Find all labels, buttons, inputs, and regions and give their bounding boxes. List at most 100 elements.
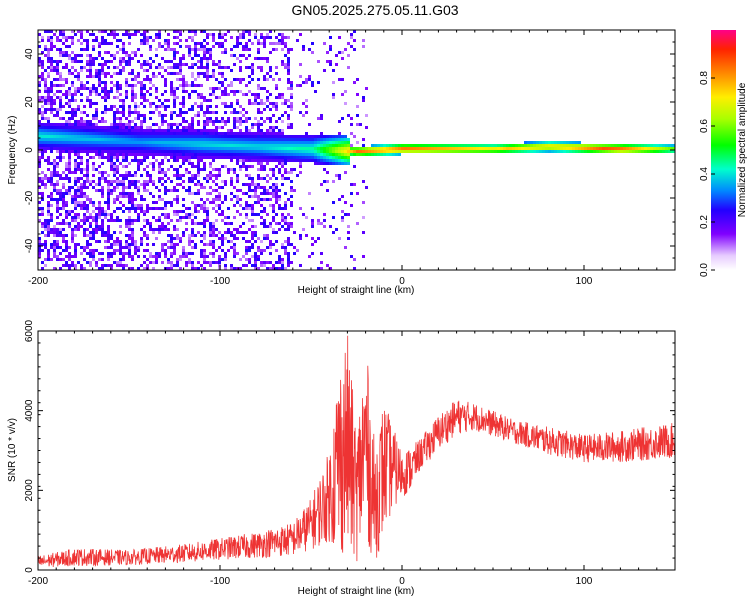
heatmap-cell <box>71 36 74 39</box>
heatmap-cell <box>332 69 335 72</box>
heatmap-cell <box>116 150 119 153</box>
heatmap-cell <box>122 57 125 60</box>
heatmap-cell <box>116 261 119 264</box>
heatmap-cell <box>65 150 68 153</box>
heatmap-cell <box>233 147 236 150</box>
heatmap-cell <box>362 201 365 204</box>
heatmap-cell <box>263 108 266 111</box>
heatmap-cell <box>146 219 149 222</box>
heatmap-cell <box>128 105 131 108</box>
heatmap-cell <box>65 111 68 114</box>
heatmap-cell <box>194 84 197 87</box>
heatmap-cell <box>44 102 47 105</box>
heatmap-cell <box>89 198 92 201</box>
heatmap-cell <box>257 57 260 60</box>
heatmap-cell <box>194 150 197 153</box>
heatmap-cell <box>146 75 149 78</box>
heatmap-cell <box>257 120 260 123</box>
heatmap-cell <box>83 213 86 216</box>
heatmap-cell <box>221 210 224 213</box>
heatmap-cell <box>77 123 80 126</box>
heatmap-cell <box>290 168 293 171</box>
heatmap-cell <box>53 252 56 255</box>
heatmap-cell <box>83 135 86 138</box>
heatmap-cell <box>167 135 170 138</box>
heatmap-cell <box>158 129 161 132</box>
heatmap-cell <box>107 225 110 228</box>
heatmap-cell <box>137 114 140 117</box>
heatmap-cell <box>206 129 209 132</box>
heatmap-cell <box>551 141 554 144</box>
heatmap-cell <box>470 147 473 150</box>
heatmap-cell <box>95 111 98 114</box>
heatmap-cell <box>74 204 77 207</box>
heatmap-cell <box>146 222 149 225</box>
heatmap-cell <box>146 156 149 159</box>
heatmap-cell <box>272 159 275 162</box>
heatmap-cell <box>230 69 233 72</box>
heatmap-cell <box>101 138 104 141</box>
heatmap-cell <box>197 222 200 225</box>
heatmap-cell <box>347 54 350 57</box>
heatmap-cell <box>389 144 392 147</box>
heatmap-cell <box>164 255 167 258</box>
heatmap-cell <box>95 108 98 111</box>
heatmap-cell <box>245 132 248 135</box>
heatmap-cell <box>59 198 62 201</box>
heatmap-cell <box>170 90 173 93</box>
heatmap-cell <box>221 126 224 129</box>
heatmap-cell <box>86 63 89 66</box>
heatmap-cell <box>80 117 83 120</box>
heatmap-cell <box>185 168 188 171</box>
heatmap-cell <box>407 147 410 150</box>
heatmap-cell <box>260 117 263 120</box>
heatmap-cell <box>299 141 302 144</box>
heatmap-cell <box>623 144 626 147</box>
heatmap-cell <box>92 138 95 141</box>
heatmap-cell <box>83 123 86 126</box>
heatmap-cell <box>215 120 218 123</box>
heatmap-cell <box>257 249 260 252</box>
heatmap-cell <box>341 147 344 150</box>
heatmap-cell <box>149 141 152 144</box>
heatmap-cell <box>59 135 62 138</box>
x-tick-label: -200 <box>28 276 48 287</box>
heatmap-cell <box>185 84 188 87</box>
heatmap-cell <box>233 117 236 120</box>
heatmap-cell <box>305 138 308 141</box>
heatmap-cell <box>170 60 173 63</box>
heatmap-cell <box>143 210 146 213</box>
heatmap-cell <box>152 39 155 42</box>
heatmap-cell <box>44 54 47 57</box>
heatmap-cell <box>290 189 293 192</box>
heatmap-cell <box>107 93 110 96</box>
heatmap-cell <box>239 156 242 159</box>
heatmap-cell <box>68 135 71 138</box>
heatmap-cell <box>329 144 332 147</box>
heatmap-cell <box>230 192 233 195</box>
heatmap-cell <box>152 267 155 270</box>
heatmap-cell <box>269 129 272 132</box>
heatmap-cell <box>77 186 80 189</box>
heatmap-cell <box>209 105 212 108</box>
heatmap-cell <box>50 81 53 84</box>
y-tick-label: 40 <box>24 48 35 60</box>
heatmap-cell <box>248 219 251 222</box>
heatmap-cell <box>119 180 122 183</box>
heatmap-cell <box>50 57 53 60</box>
heatmap-cell <box>284 150 287 153</box>
heatmap-cell <box>110 132 113 135</box>
heatmap-cell <box>515 144 518 147</box>
heatmap-cell <box>101 111 104 114</box>
heatmap-cell <box>269 138 272 141</box>
heatmap-cell <box>83 192 86 195</box>
heatmap-cell <box>326 147 329 150</box>
heatmap-cell <box>254 138 257 141</box>
heatmap-cell <box>50 123 53 126</box>
heatmap-cell <box>632 144 635 147</box>
heatmap-cell <box>260 87 263 90</box>
colorbar: 0.00.20.40.60.8 Normalized spectral ampl… <box>699 30 748 277</box>
heatmap-cell <box>149 144 152 147</box>
heatmap-cell <box>323 147 326 150</box>
heatmap-cell <box>269 141 272 144</box>
